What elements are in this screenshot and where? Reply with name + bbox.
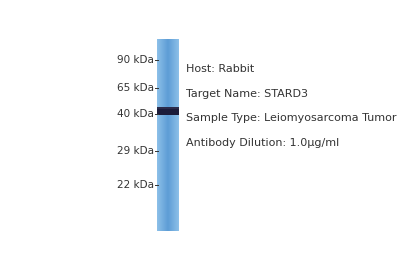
Text: 29 kDa: 29 kDa (117, 146, 154, 156)
Text: Antibody Dilution: 1.0μg/ml: Antibody Dilution: 1.0μg/ml (186, 138, 340, 148)
Text: Sample Type: Leiomyosarcoma Tumor Lysate: Sample Type: Leiomyosarcoma Tumor Lysate (186, 113, 400, 123)
Text: 65 kDa: 65 kDa (117, 83, 154, 93)
Bar (157, 107, 179, 115)
Text: Host: Rabbit: Host: Rabbit (186, 64, 255, 74)
Text: 22 kDa: 22 kDa (117, 180, 154, 190)
Text: 90 kDa: 90 kDa (117, 55, 154, 65)
Text: Target Name: STARD3: Target Name: STARD3 (186, 89, 308, 99)
Text: 40 kDa: 40 kDa (117, 109, 154, 119)
